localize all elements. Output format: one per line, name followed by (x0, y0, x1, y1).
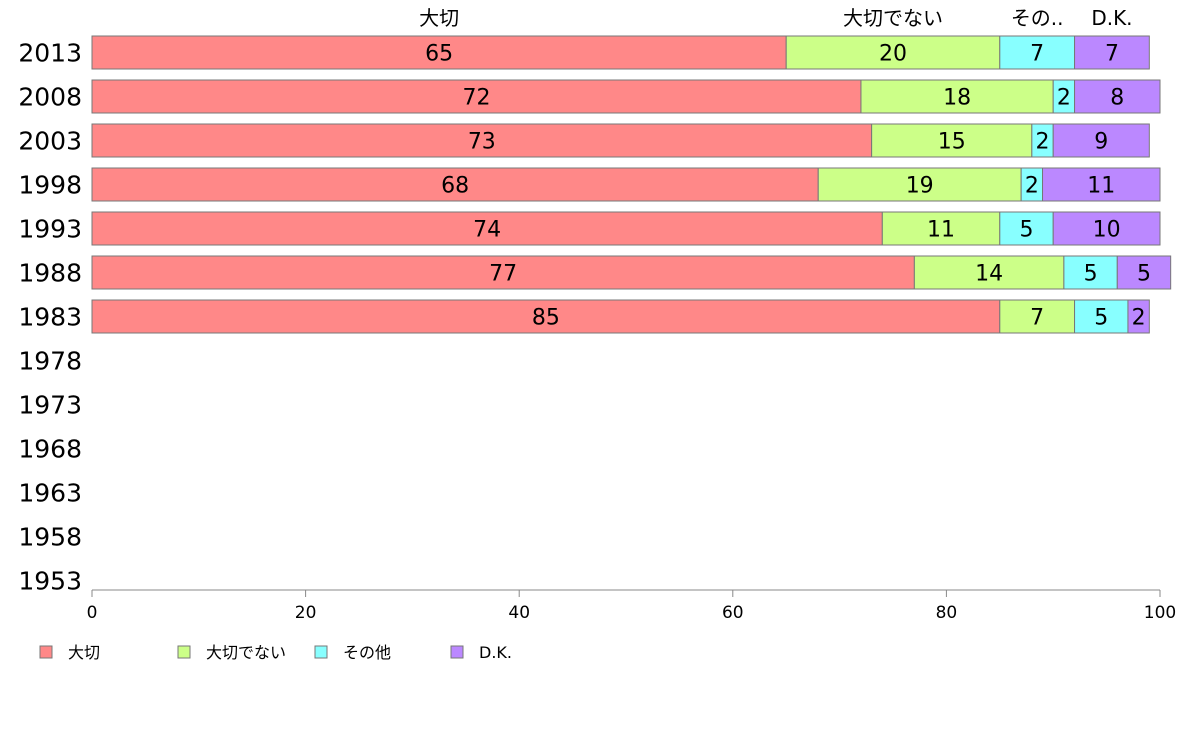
x-tick-label: 80 (936, 603, 958, 623)
bar-value-label: 7 (1105, 42, 1119, 67)
bar-value-label: 85 (532, 306, 560, 331)
bar-value-label: 68 (441, 174, 469, 199)
year-label: 2003 (18, 127, 82, 156)
x-tick-label: 100 (1144, 603, 1176, 623)
bar-segment (881, 211, 1001, 246)
year-label: 1988 (18, 259, 82, 288)
bar-segment (1052, 123, 1150, 158)
bar-segment (91, 255, 915, 290)
bar-segment (785, 35, 1001, 70)
bar-value-label: 73 (468, 130, 496, 155)
bar-value-label: 11 (927, 218, 955, 243)
legend-swatch (450, 645, 464, 659)
bar-segment (1074, 35, 1150, 70)
bar-segment (1074, 299, 1129, 334)
bar-value-label: 7 (1030, 306, 1044, 331)
bar-value-label: 15 (938, 130, 966, 155)
bar-value-label: 8 (1110, 86, 1124, 111)
x-tick-label: 60 (722, 603, 744, 623)
bar-segment (91, 299, 1001, 334)
bar-segment (1127, 299, 1150, 334)
legend-swatch (177, 645, 191, 659)
bar-value-label: 65 (425, 42, 453, 67)
legend-swatch (314, 645, 328, 659)
bar-value-label: 10 (1093, 218, 1121, 243)
bar-segment (999, 35, 1076, 70)
bar-value-label: 5 (1084, 262, 1098, 287)
year-label: 1973 (18, 391, 82, 420)
bar-value-label: 9 (1094, 130, 1108, 155)
legend-label: 大切でない (206, 643, 286, 662)
legend-label: D.K. (479, 643, 512, 662)
year-label: 2013 (18, 39, 82, 68)
bar-value-label: 20 (879, 42, 907, 67)
bar-value-label: 77 (489, 262, 517, 287)
year-label: 1953 (18, 567, 82, 596)
bar-value-label: 7 (1030, 42, 1044, 67)
bar-value-label: 14 (975, 262, 1003, 287)
x-tick-label: 20 (295, 603, 317, 623)
bar-segment (913, 255, 1065, 290)
bar-value-label: 72 (462, 86, 490, 111)
bar-segment (1116, 255, 1172, 290)
legend-label: 大切 (68, 643, 100, 662)
year-label: 1993 (18, 215, 82, 244)
legend-swatch (39, 645, 53, 659)
bar-segment (999, 211, 1054, 246)
bar-value-label: 18 (943, 86, 971, 111)
bar-segment (817, 167, 1022, 202)
bar-value-label: 5 (1020, 218, 1034, 243)
bar-segment (91, 79, 862, 114)
bar-segment (871, 123, 1033, 158)
bar-segment (91, 35, 787, 70)
bar-segment (91, 167, 819, 202)
year-label: 2008 (18, 83, 82, 112)
bar-value-label: 2 (1057, 86, 1071, 111)
bar-value-label: 5 (1094, 306, 1108, 331)
year-label: 1983 (18, 303, 82, 332)
bar-value-label: 2 (1132, 306, 1146, 331)
bar-segment (91, 123, 873, 158)
bar-segment (1052, 211, 1161, 246)
bar-segment (860, 79, 1054, 114)
bar-segment (91, 211, 883, 246)
x-tick-label: 40 (508, 603, 530, 623)
bar-segment (999, 299, 1076, 334)
bar-segment (1074, 79, 1161, 114)
top-series-label: D.K. (1091, 6, 1132, 30)
year-label: 1968 (18, 435, 82, 464)
top-series-label: その.. (1011, 6, 1064, 30)
top-series-label: 大切 (419, 6, 459, 30)
bar-value-label: 19 (906, 174, 934, 199)
year-label: 1963 (18, 479, 82, 508)
bar-value-label: 2 (1025, 174, 1039, 199)
year-label: 1978 (18, 347, 82, 376)
bar-value-label: 11 (1087, 174, 1115, 199)
year-label: 1998 (18, 171, 82, 200)
bar-value-label: 2 (1036, 130, 1050, 155)
top-series-label: 大切でない (843, 6, 943, 30)
x-tick-label: 0 (87, 603, 98, 623)
bar-value-label: 74 (473, 218, 501, 243)
bar-segment (1042, 167, 1161, 202)
legend-label: その他 (343, 643, 391, 662)
year-label: 1958 (18, 523, 82, 552)
bar-value-label: 5 (1137, 262, 1151, 287)
